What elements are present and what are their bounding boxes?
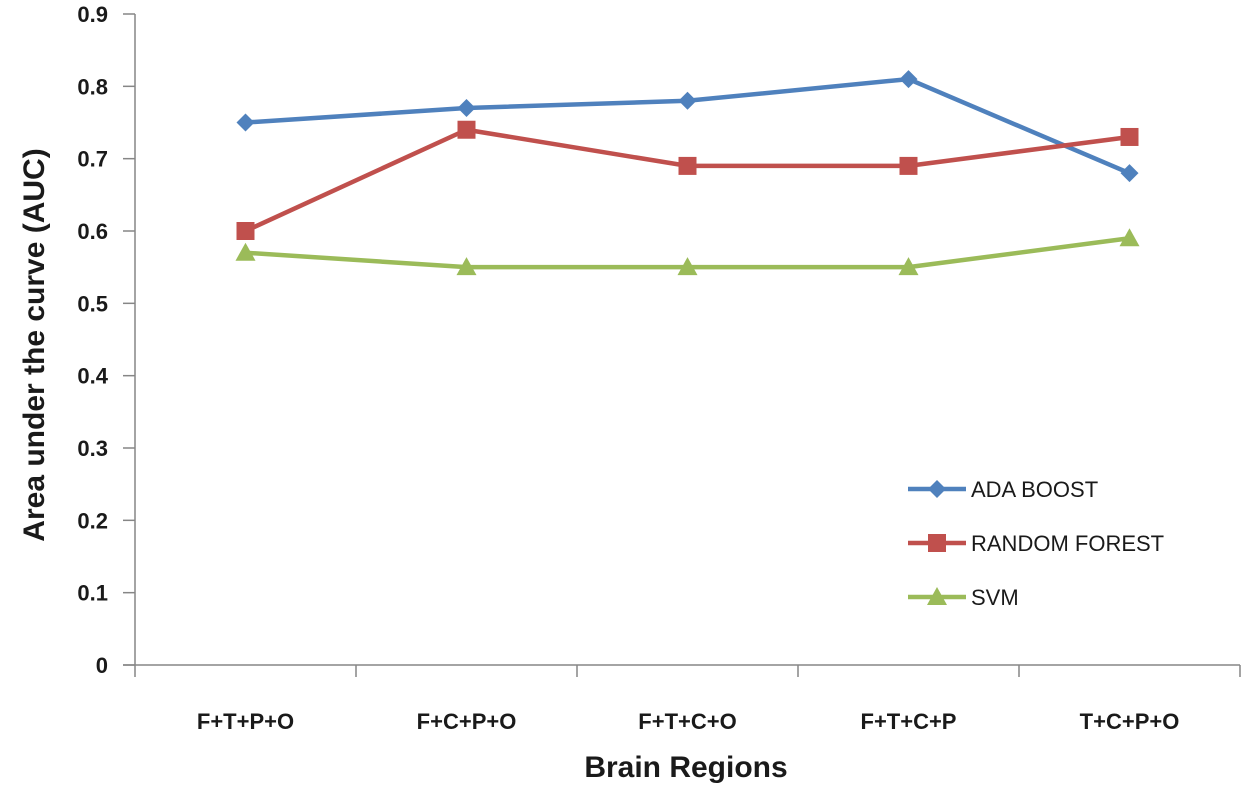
data-point-svm — [1119, 228, 1140, 247]
x-tick-label: F+T+C+O — [638, 709, 736, 734]
legend-marker-ada-boost — [928, 480, 946, 498]
data-point-svm — [456, 257, 477, 276]
series-line-random-forest — [244, 127, 1130, 234]
series-random-forest — [236, 120, 1139, 240]
y-tick-label: 0.1 — [77, 581, 108, 606]
series-svm — [235, 228, 1140, 276]
axes: 0 0.1 0.2 0.3 0.4 0.5 0.6 0.7 0.8 0.9 F+T+P+O F+C+P… — [77, 2, 1241, 734]
data-point-random-forest — [236, 222, 255, 240]
legend-marker-svm — [927, 587, 947, 605]
legend-label: ADA BOOST — [971, 477, 1098, 502]
data-point-random-forest — [899, 156, 918, 175]
legend-item-ada-boost: ADA BOOST — [908, 477, 1098, 502]
data-point-ada-boost — [899, 70, 918, 89]
y-tick-label: 0.4 — [77, 364, 108, 389]
y-tick-label: 0.7 — [77, 147, 108, 172]
y-tick-label: 0.5 — [77, 291, 108, 316]
data-point-ada-boost — [1120, 164, 1139, 183]
y-axis-title: Area under the curve (AUC) — [18, 148, 51, 541]
legend-item-random-forest: RANDOM FOREST — [908, 531, 1164, 556]
y-tick-label: 0.3 — [77, 436, 108, 461]
data-point-random-forest — [1120, 127, 1139, 146]
legend-label: SVM — [971, 585, 1019, 610]
y-tick-label: 0.2 — [77, 508, 108, 533]
y-tick-label: 0.9 — [77, 2, 108, 27]
legend-marker-random-forest — [928, 534, 946, 552]
legend: ADA BOOST RANDOM FOREST SVM — [908, 477, 1164, 610]
series-ada-boost — [236, 70, 1139, 183]
y-tick-label: 0 — [96, 653, 108, 678]
series-layer — [235, 70, 1140, 276]
x-axis-title: Brain Regions — [584, 751, 787, 784]
data-point-ada-boost — [236, 113, 255, 132]
x-tick-label: F+T+P+O — [197, 709, 294, 734]
data-point-svm — [677, 257, 698, 276]
legend-label: RANDOM FOREST — [971, 531, 1164, 556]
x-tick-label: F+C+P+O — [417, 709, 517, 734]
data-point-random-forest — [457, 120, 476, 139]
legend-item-svm: SVM — [908, 585, 1019, 610]
y-tick-label: 0.8 — [77, 74, 108, 99]
x-tick-label: T+C+P+O — [1080, 709, 1180, 734]
data-point-svm — [898, 257, 919, 276]
data-point-ada-boost — [678, 91, 697, 110]
x-tick-label: F+T+C+P — [861, 709, 957, 734]
data-point-random-forest — [678, 156, 697, 175]
data-point-ada-boost — [457, 99, 476, 118]
y-tick-label: 0.6 — [77, 219, 108, 244]
data-point-svm — [235, 242, 256, 261]
